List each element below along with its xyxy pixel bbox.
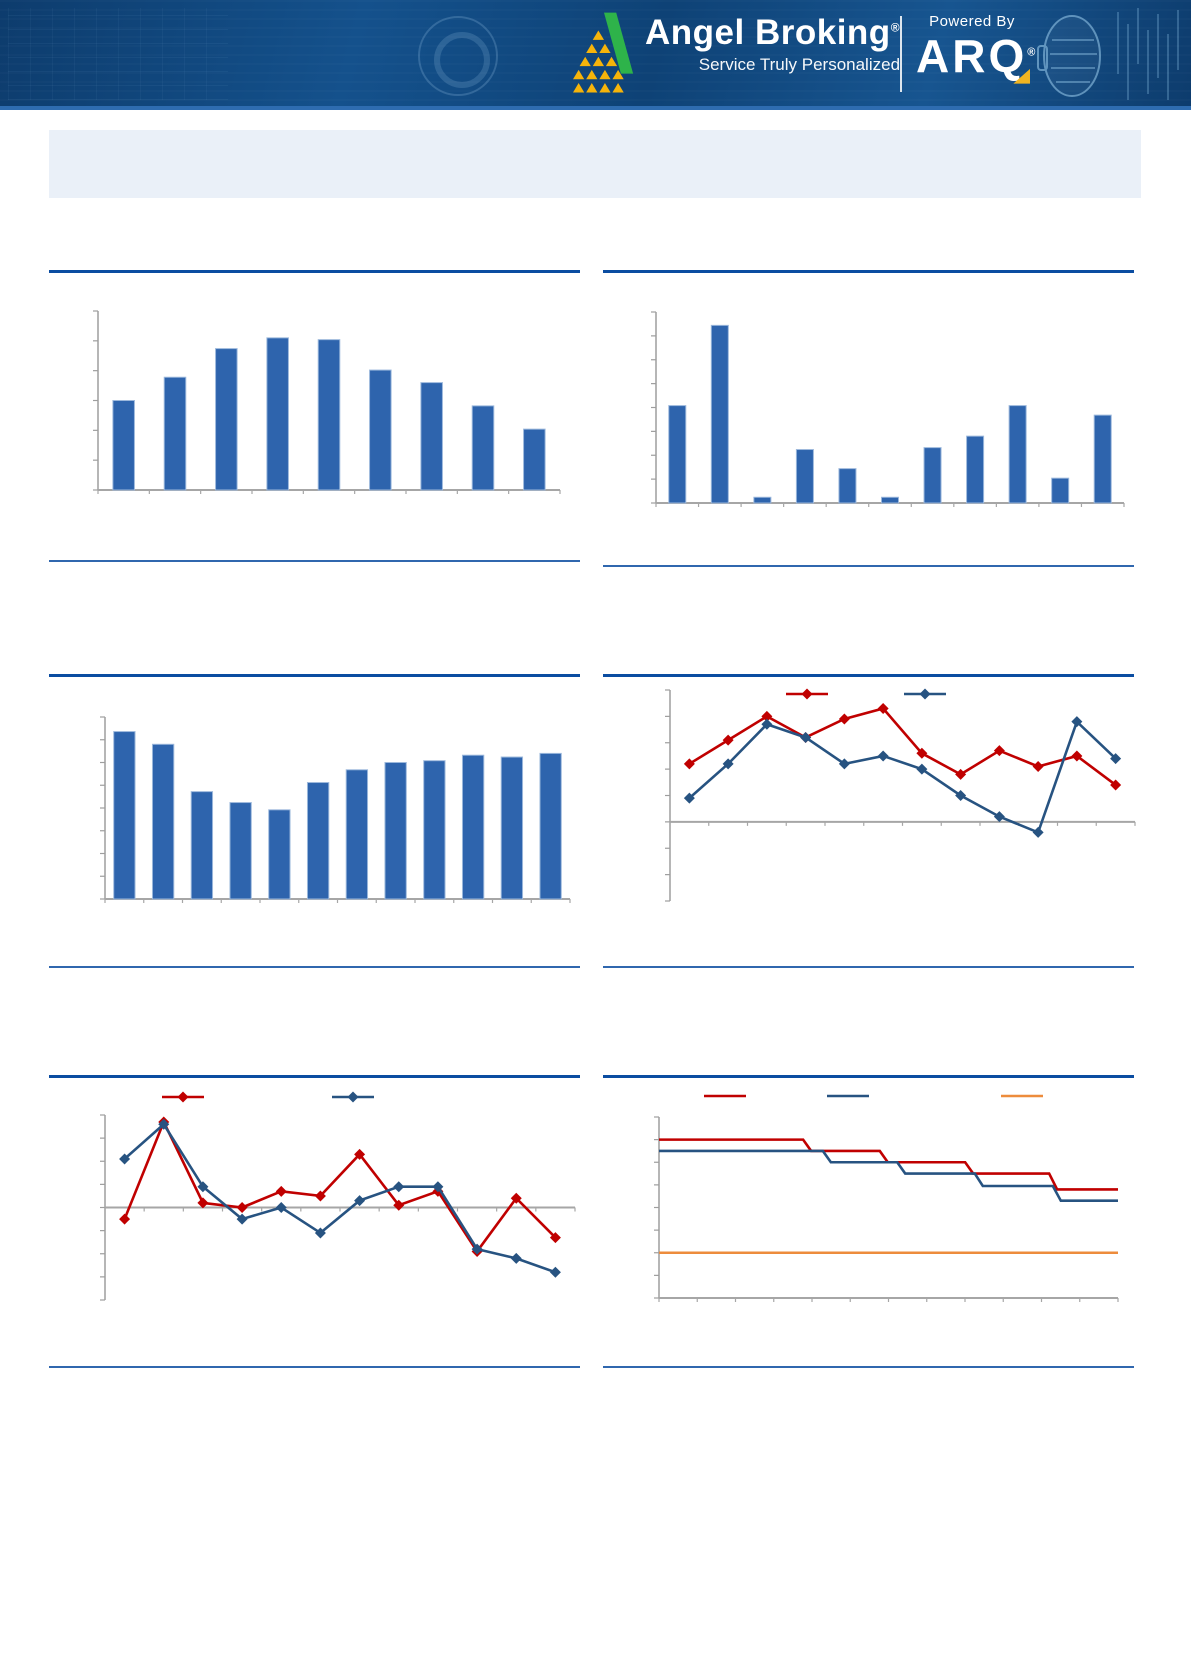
section2-left-top-line [49, 674, 580, 677]
line-chart-bottom-left [100, 1091, 576, 1301]
section3-left-top-line [49, 1075, 580, 1078]
brand-wordmark: Angel Broking® [645, 13, 901, 52]
brand-tagline: Service Truly Personalized [698, 54, 901, 74]
logo-divider [900, 16, 902, 92]
powered-by-label: Powered By [929, 13, 1015, 30]
section3-left-bottom-line [49, 1366, 580, 1368]
bar-chart-top-right [651, 311, 1125, 507]
section1-right-bottom-line [603, 565, 1134, 567]
section2-right-top-line [603, 674, 1134, 677]
section1-left-bottom-line [49, 560, 580, 562]
section2-left-bottom-line [49, 966, 580, 968]
section3-right-top-line [603, 1075, 1134, 1078]
section1-left-top-line [49, 270, 580, 273]
robot-head-icon [1022, 4, 1188, 111]
line-chart-mid-right [665, 688, 1136, 902]
bar-chart-top-left [93, 310, 561, 494]
step-chart-bottom-right [654, 1094, 1119, 1302]
section1-right-top-line [603, 270, 1134, 273]
registered-mark: ® [890, 20, 901, 35]
title-box [49, 130, 1141, 198]
circuit-pattern-icon [8, 8, 228, 100]
bar-chart-mid-left [100, 716, 571, 903]
section2-right-bottom-line [603, 966, 1134, 968]
header-banner: Angel Broking® Service Truly Personalize… [0, 0, 1191, 110]
gear-circle-icon [418, 16, 498, 96]
angel-broking-logo-icon [573, 11, 635, 100]
arq-wordmark: ARQ® [916, 30, 1039, 84]
section3-right-bottom-line [603, 1366, 1134, 1368]
